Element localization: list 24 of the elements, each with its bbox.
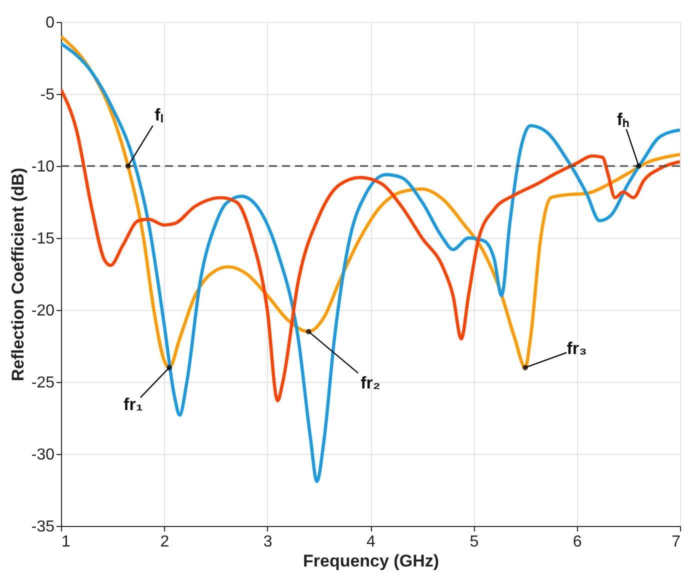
y-tick-label: 0 [46, 14, 55, 32]
line-series [61, 34, 680, 370]
y-tick-label: -35 [31, 518, 55, 536]
annotation: fr₁ [124, 395, 143, 414]
x-tick-label: 5 [470, 534, 479, 550]
x-axis-title: Frequency (GHz) [302, 552, 440, 570]
annotation: fₗ [154, 106, 164, 125]
y-tick-label: -20 [31, 302, 55, 320]
line-series [61, 42, 680, 483]
annotation: fr₂ [360, 373, 380, 392]
x-tick-label: 7 [672, 534, 681, 550]
annotation: fₕ [616, 110, 630, 129]
y-axis-title: Reflection Coefficient (dB) [8, 168, 28, 382]
x-tick-label: 1 [62, 534, 70, 550]
y-tick-label: -30 [31, 446, 55, 464]
x-tick-label: 4 [366, 534, 376, 550]
y-tick-label: -15 [31, 230, 55, 248]
x-tick-label: 2 [160, 534, 170, 550]
y-tick-label: -10 [31, 158, 55, 176]
annotation: fr₃ [566, 338, 587, 358]
x-tick-label: 3 [263, 534, 272, 550]
y-tick-label: -5 [40, 86, 55, 104]
x-tick-label: 6 [572, 534, 582, 550]
y-tick-label: -25 [31, 374, 55, 392]
